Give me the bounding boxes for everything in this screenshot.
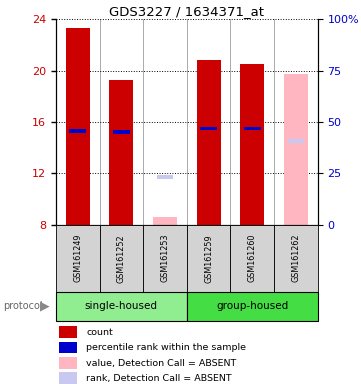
Bar: [69, 129, 86, 133]
Bar: [288, 139, 304, 143]
Text: protocol: protocol: [4, 301, 43, 311]
Text: ▶: ▶: [40, 300, 50, 313]
Bar: [60, 326, 77, 338]
Bar: [109, 79, 133, 225]
Text: GSM161259: GSM161259: [204, 234, 213, 283]
Bar: [197, 60, 221, 225]
Bar: [187, 292, 318, 321]
Text: count: count: [86, 328, 113, 337]
Text: percentile rank within the sample: percentile rank within the sample: [86, 343, 247, 353]
Bar: [60, 357, 77, 369]
Text: GSM161252: GSM161252: [117, 234, 126, 283]
Bar: [230, 225, 274, 292]
Bar: [274, 225, 318, 292]
Bar: [100, 225, 143, 292]
Bar: [200, 127, 217, 130]
Bar: [113, 131, 130, 134]
Bar: [153, 217, 177, 225]
Bar: [240, 64, 264, 225]
Bar: [244, 127, 261, 130]
Bar: [56, 225, 100, 292]
Bar: [56, 292, 187, 321]
Bar: [143, 225, 187, 292]
Title: GDS3227 / 1634371_at: GDS3227 / 1634371_at: [109, 5, 264, 18]
Bar: [60, 342, 77, 353]
Text: group-housed: group-housed: [216, 301, 288, 311]
Text: rank, Detection Call = ABSENT: rank, Detection Call = ABSENT: [86, 374, 232, 383]
Bar: [284, 74, 308, 225]
Text: value, Detection Call = ABSENT: value, Detection Call = ABSENT: [86, 359, 237, 368]
Text: GSM161260: GSM161260: [248, 234, 257, 282]
Text: single-housed: single-housed: [85, 301, 158, 311]
Text: GSM161249: GSM161249: [73, 234, 82, 283]
Bar: [187, 225, 230, 292]
Bar: [157, 175, 173, 179]
Bar: [60, 372, 77, 384]
Text: GSM161253: GSM161253: [161, 234, 170, 283]
Bar: [66, 28, 90, 225]
Text: GSM161262: GSM161262: [291, 234, 300, 283]
